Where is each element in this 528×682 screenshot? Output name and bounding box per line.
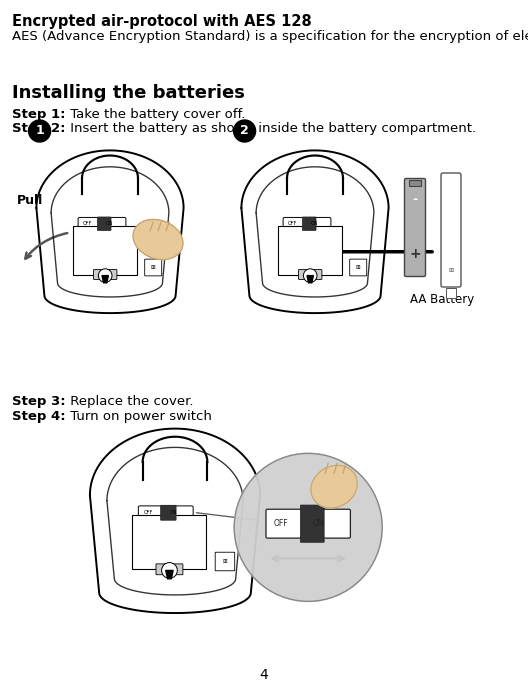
Text: ON: ON	[312, 519, 324, 528]
FancyBboxPatch shape	[350, 259, 367, 276]
Circle shape	[98, 269, 112, 282]
FancyBboxPatch shape	[138, 506, 193, 520]
Text: Turn on power switch: Turn on power switch	[65, 410, 212, 423]
FancyBboxPatch shape	[441, 173, 461, 287]
Text: Take the battery cover off.: Take the battery cover off.	[65, 108, 245, 121]
Text: OFF: OFF	[288, 221, 297, 226]
Text: ⊞: ⊞	[223, 559, 227, 564]
Text: OFF: OFF	[144, 510, 153, 515]
Text: ON: ON	[310, 221, 318, 226]
Text: Installing the batteries: Installing the batteries	[12, 84, 245, 102]
FancyBboxPatch shape	[145, 259, 162, 276]
Circle shape	[233, 120, 256, 142]
Circle shape	[162, 563, 177, 578]
Ellipse shape	[311, 465, 357, 508]
Polygon shape	[166, 570, 173, 579]
Text: Replace the cover.: Replace the cover.	[65, 395, 193, 408]
FancyBboxPatch shape	[303, 217, 316, 231]
Circle shape	[234, 454, 382, 602]
Text: ⊞: ⊞	[356, 265, 361, 270]
FancyBboxPatch shape	[283, 218, 331, 230]
Text: +: +	[409, 247, 421, 261]
Text: Step 3:: Step 3:	[12, 395, 65, 408]
Text: Encrypted air-protocol with AES 128: Encrypted air-protocol with AES 128	[12, 14, 312, 29]
Text: OFF: OFF	[274, 519, 289, 528]
Text: -: -	[412, 192, 418, 205]
FancyBboxPatch shape	[215, 552, 235, 571]
FancyBboxPatch shape	[161, 505, 176, 520]
Ellipse shape	[133, 220, 183, 260]
Polygon shape	[307, 276, 314, 283]
Text: ⊞: ⊞	[151, 265, 156, 270]
FancyBboxPatch shape	[156, 564, 183, 575]
Text: Step 2:: Step 2:	[12, 122, 65, 135]
Text: Pull: Pull	[17, 194, 43, 207]
FancyBboxPatch shape	[93, 269, 117, 280]
FancyBboxPatch shape	[98, 217, 111, 231]
Circle shape	[29, 120, 51, 142]
Polygon shape	[90, 428, 260, 613]
Text: Step 1:: Step 1:	[12, 108, 65, 121]
Text: ON: ON	[170, 510, 177, 515]
Text: Step 4:: Step 4:	[12, 410, 65, 423]
Text: 2: 2	[240, 125, 249, 138]
Text: OFF: OFF	[83, 221, 92, 226]
Polygon shape	[102, 276, 108, 283]
Text: Insert the battery as shown inside the battery compartment.: Insert the battery as shown inside the b…	[65, 122, 476, 135]
Bar	[409, 180, 421, 186]
FancyBboxPatch shape	[266, 509, 351, 538]
FancyBboxPatch shape	[78, 218, 126, 230]
FancyBboxPatch shape	[300, 505, 324, 542]
Polygon shape	[36, 151, 184, 313]
Text: ⊞: ⊞	[448, 267, 454, 273]
Polygon shape	[241, 151, 389, 313]
Bar	[446, 288, 456, 298]
Text: AES (Advance Encryption Standard) is a specification for the encryption of elect: AES (Advance Encryption Standard) is a s…	[12, 30, 528, 43]
Text: AA Battery: AA Battery	[410, 293, 474, 306]
Bar	[278, 226, 342, 274]
Text: ON: ON	[106, 221, 113, 226]
FancyBboxPatch shape	[404, 179, 426, 276]
Bar	[133, 515, 206, 569]
Circle shape	[304, 269, 317, 282]
Text: 4: 4	[260, 668, 268, 682]
FancyBboxPatch shape	[298, 269, 322, 280]
Bar	[73, 226, 137, 274]
Text: 1: 1	[35, 125, 44, 138]
